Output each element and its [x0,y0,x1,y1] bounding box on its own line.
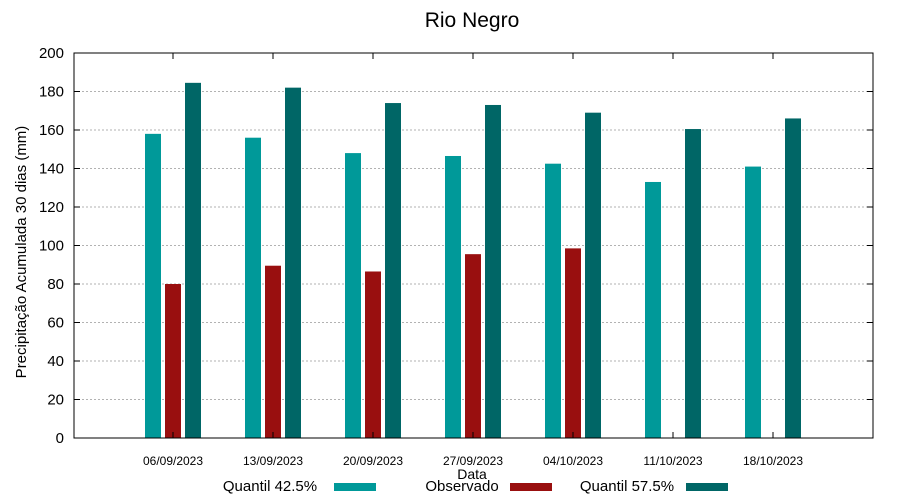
y-tick-label-60: 60 [47,315,64,332]
legend: Quantil 42.5% Observado Quantil 57.5% [223,478,728,495]
bar-quantil-57-5--1 [285,87,301,439]
grid-lines [74,91,873,400]
bar-quantil-42-5--6 [745,166,761,438]
x-tick-label-2: 20/09/2023 [343,454,403,468]
x-axis-label: Data [457,466,487,482]
x-tick-label-4: 04/10/2023 [543,454,603,468]
bar-observado-1 [265,265,281,438]
bar-quantil-57-5--3 [485,104,501,438]
plot-border [73,52,874,439]
legend-label-2: Quantil 57.5% [580,478,674,495]
x-tick-label-6: 18/10/2023 [743,454,803,468]
bar-observado-4 [565,248,581,438]
y-axis-label: Precipitação Acumulada 30 dias (mm) [13,126,30,379]
bar-quantil-42-5--0 [145,133,161,438]
y-tick-label-140: 140 [39,161,64,178]
legend-swatch-0 [334,483,376,491]
bar-observado-0 [165,284,181,438]
bar-quantil-42-5--5 [645,181,661,438]
x-tick-label-3: 27/09/2023 [443,454,503,468]
chart-title: Rio Negro [425,9,520,32]
y-tick-label-20: 20 [47,392,64,409]
bar-quantil-57-5--4 [585,112,601,439]
bar-quantil-42-5--3 [445,155,461,439]
legend-label-0: Quantil 42.5% [223,478,317,495]
bar-quantil-42-5--1 [245,137,261,438]
bar-quantil-42-5--4 [545,163,561,438]
y-tick-label-160: 160 [39,122,64,139]
y-tick-label-200: 200 [39,45,64,62]
bar-quantil-57-5--2 [385,103,401,439]
bar-quantil-42-5--2 [345,153,361,438]
bars [145,82,801,439]
legend-swatch-1 [510,483,552,491]
x-tick-label-0: 06/09/2023 [143,454,203,468]
y-tick-label-100: 100 [39,238,64,255]
x-tick-label-1: 13/09/2023 [243,454,303,468]
bar-observado-3 [465,254,481,438]
x-tick-label-5: 11/10/2023 [643,454,702,468]
y-tick-label-180: 180 [39,84,64,101]
y-tick-label-80: 80 [47,276,64,293]
bar-quantil-57-5--6 [785,118,801,438]
y-tick-label-0: 0 [56,430,64,447]
legend-label-1: Observado [425,478,498,495]
legend-swatch-2 [686,483,728,491]
y-tick-label-40: 40 [47,353,64,370]
axes: 0 20 40 60 80 100 120 140 160 180 200 06/09/2023 13/… [39,45,874,468]
bar-observado-2 [365,271,381,438]
bar-quantil-57-5--5 [685,129,701,438]
bar-quantil-57-5--0 [185,82,201,439]
y-tick-label-120: 120 [39,199,64,216]
